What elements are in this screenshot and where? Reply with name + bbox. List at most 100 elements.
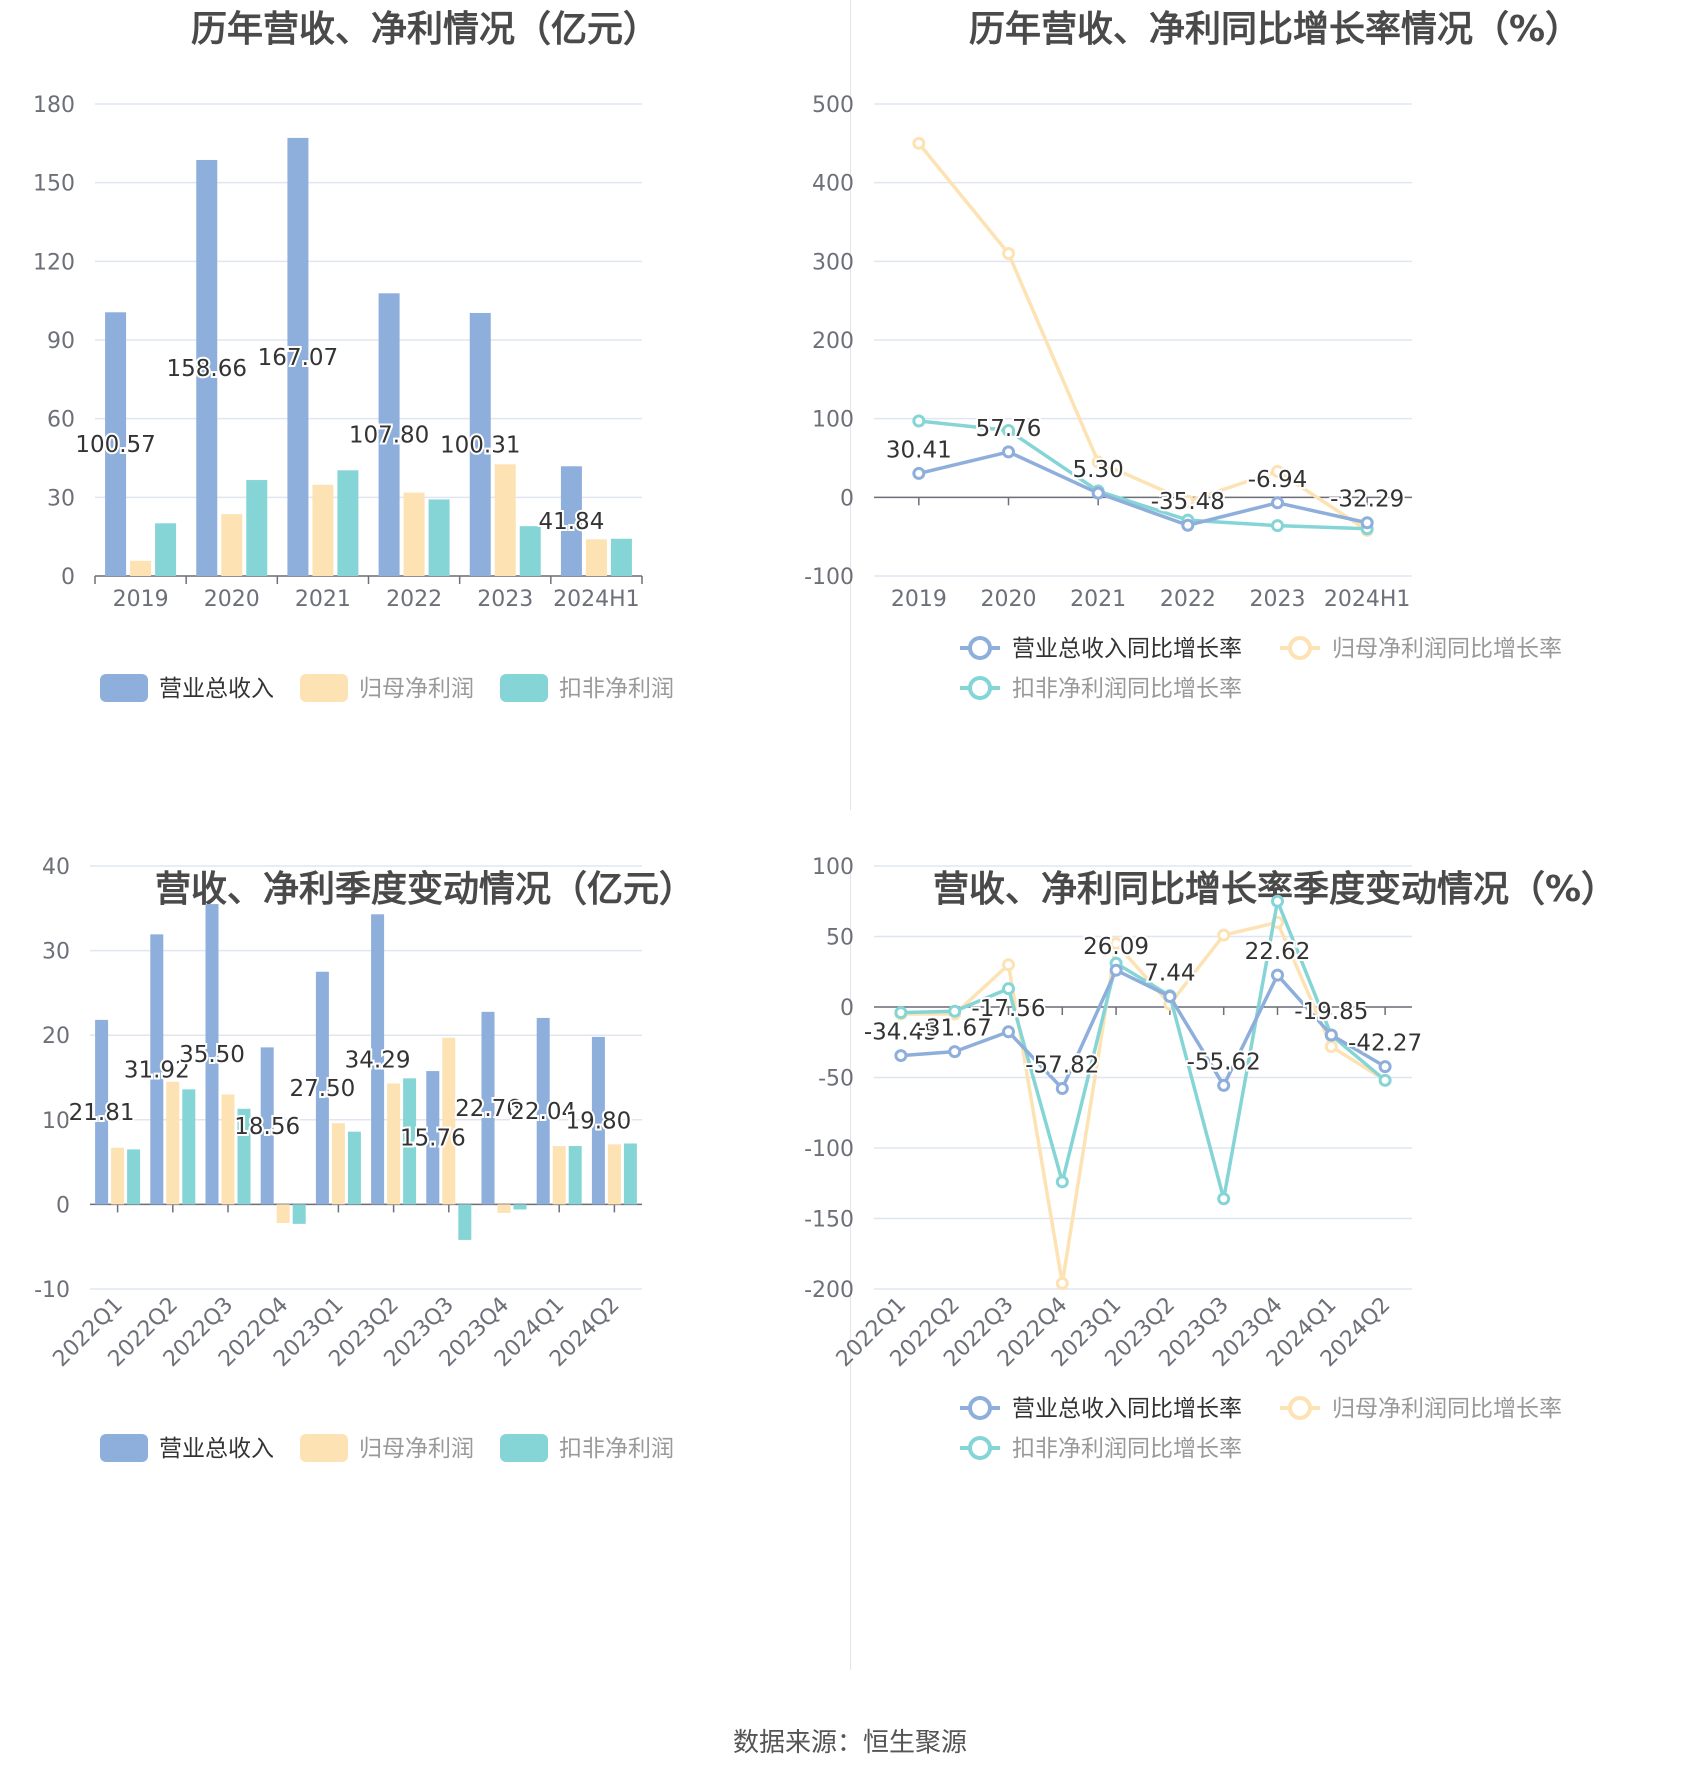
bar [182,1089,196,1205]
legend-item: 营业总收入 [100,1434,274,1462]
data-point [1378,1073,1392,1087]
legend-item: 营业总收入同比增长率 [960,1396,1242,1422]
legend-label: 扣非净利润 [559,1436,674,1462]
legend-label: 归母净利润同比增长率 [1332,1396,1562,1422]
legend-swatch [500,1434,548,1462]
data-label: -57.82 [1025,1053,1099,1079]
legend-label: 扣非净利润同比增长率 [1012,676,1242,702]
data-point [1324,1039,1338,1053]
data-point [1002,1025,1015,1039]
legend-item: 扣非净利润同比增长率 [960,1436,1242,1462]
legend-label: 归母净利润 [359,1436,474,1462]
bar [568,1146,582,1205]
data-point [1002,445,1015,459]
x-tick-label: 2020 [204,587,260,612]
panel-quarter-growth: 营收、净利同比增长率季度变动情况（%） -200 -150 -100 -50 0 50 10… [804,855,1700,1720]
data-label: -42.27 [1348,1031,1422,1057]
y-tick-label: -50 [818,1067,854,1092]
x-tick-label: 2020 [981,587,1037,612]
y-tick-label: 400 [812,172,854,197]
series-line [918,450,1368,527]
y-tick-label: 500 [812,93,854,118]
bar [469,312,491,576]
data-label: 35.50 [179,1042,245,1068]
data-label: -6.94 [1248,467,1308,493]
data-label: -19.85 [1294,999,1368,1025]
data-label: 18.56 [234,1114,300,1140]
bar [337,470,359,576]
data-label: 100.31 [440,432,520,458]
y-tick-label: -150 [804,1208,854,1233]
legend-swatch [100,674,148,702]
legend-label: 营业总收入 [159,676,274,702]
data-point [912,414,926,428]
data-point [1109,963,1123,977]
data-label: 107.80 [349,423,429,449]
data-point [894,1049,908,1063]
data-label: 31.92 [124,1057,190,1083]
data-point [1091,455,1105,469]
bar [166,1081,180,1205]
data-point [948,1045,962,1059]
panel-quarter-bar: 营收、净利季度变动情况（亿元） -10 0 10 20 30 40 2022Q1 2022Q2… [0,855,850,1720]
x-tick-label: 2021 [295,587,351,612]
series-line [900,968,1386,1091]
bar [246,480,268,576]
data-label: 15.76 [400,1126,466,1152]
data-label: 22.76 [455,1096,521,1122]
data-point [1271,894,1284,908]
data-point [1271,496,1284,510]
legend-item: 营业总收入同比增长率 [960,636,1242,662]
y-tick-label: 0 [840,486,854,511]
annual-growth-chart: -100 0 100 200 300 400 500 2019 2020 2021 2022 2023… [804,93,1562,702]
data-label: -17.56 [971,996,1045,1022]
panel-annual-bar: 历年营收、净利情况（亿元） 0 30 60 90 120 150 180 2019 2020 20… [0,0,850,850]
data-label: 5.30 [1073,457,1124,483]
bar [237,1108,251,1205]
data-point [1002,246,1015,260]
data-label: -55.62 [1187,1049,1261,1075]
legend-item: 营业总收入 [100,674,274,702]
data-label: 34.29 [345,1047,411,1073]
y-tick-label: 0 [61,565,75,590]
legend-item: 归母净利润同比增长率 [1280,636,1562,662]
data-point [1055,1276,1069,1290]
bar [560,466,582,576]
bar [130,560,152,576]
bar [494,464,516,576]
y-tick-label: 60 [47,408,75,433]
legend-label: 营业总收入 [159,1436,274,1462]
data-point [912,136,926,150]
data-point [1002,423,1015,437]
y-tick-label: 120 [33,250,75,275]
y-tick-label: 30 [47,486,75,511]
source-note: 数据来源：恒生聚源 [732,1728,967,1758]
y-tick-label: 90 [47,329,75,354]
data-point [1091,486,1105,500]
bar [155,523,177,576]
x-tick-label: 2022 [1160,587,1216,612]
x-tick-label: 2023 [477,587,533,612]
data-point [1181,518,1195,532]
bar [513,1204,527,1210]
y-tick-label: -100 [804,1137,854,1162]
legend-marker [968,1436,992,1460]
x-tick-label: 2023 [1250,587,1306,612]
y-tick-label: 180 [33,93,75,118]
bar [105,312,127,576]
data-point [948,1004,962,1018]
data-label: 100.57 [75,432,155,458]
chart-title: 历年营收、净利同比增长率情况（%） [968,9,1582,50]
data-point [1271,464,1284,478]
data-point [1360,516,1374,530]
bar [458,1204,472,1240]
bar [111,1147,125,1205]
data-label: 30.41 [886,437,952,463]
data-label: -35.48 [1151,489,1225,515]
bar [287,137,309,576]
y-tick-label: 30 [42,940,70,965]
bar [623,1143,637,1205]
data-label: 57.76 [976,416,1042,442]
legend-label: 归母净利润同比增长率 [1332,636,1562,662]
bar [378,293,400,576]
